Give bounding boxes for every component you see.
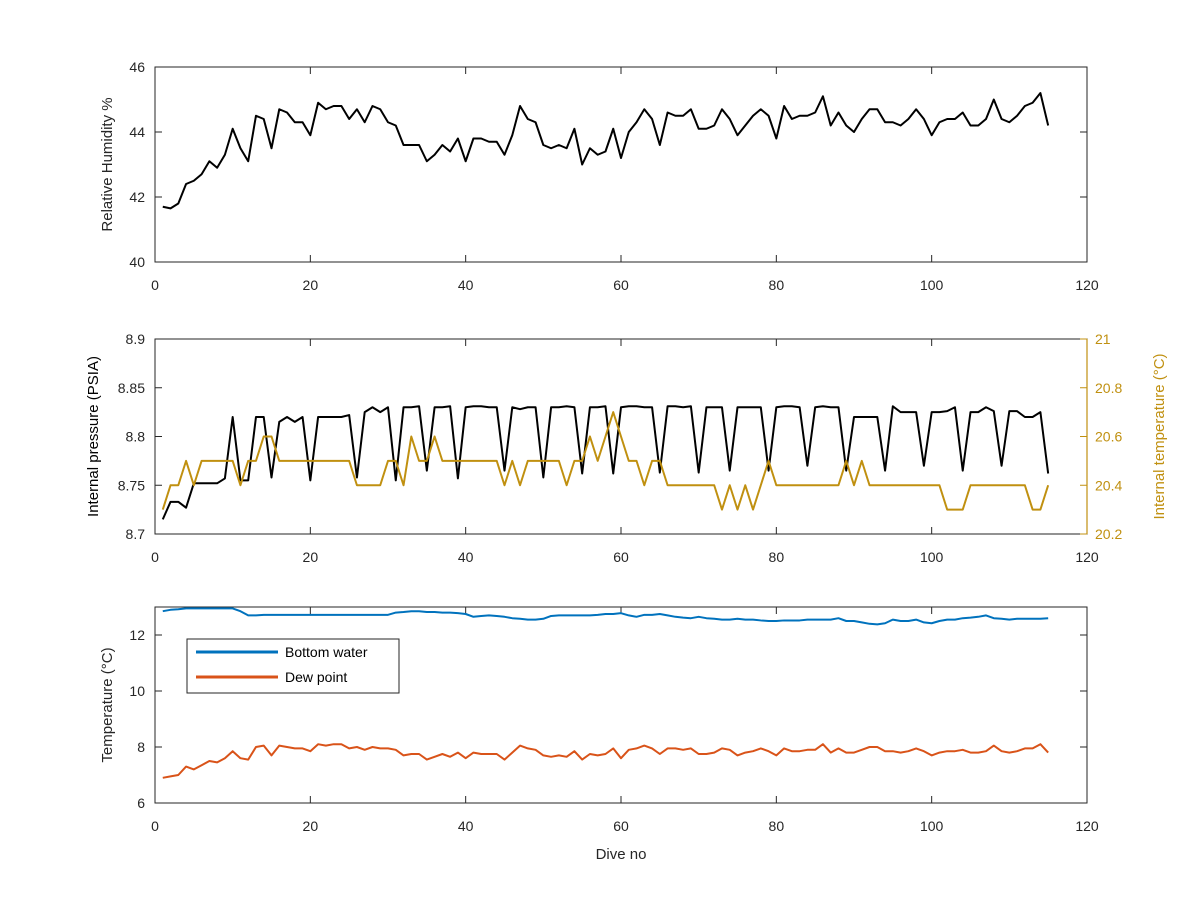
pressure-x-tick-label: 20	[303, 549, 319, 565]
pressure-x-tick-label: 60	[613, 549, 629, 565]
pressure-panel: Internal pressure (PSIA) Internal temper…	[85, 331, 1168, 565]
pressure-y-tick-label: 8.9	[126, 331, 146, 347]
legend-label-bottom-water: Bottom water	[285, 644, 368, 660]
temperature-plot-area	[154, 606, 1088, 804]
temperature-x-tick-label: 20	[303, 818, 319, 834]
temperature-y-tick-label: 8	[137, 739, 145, 755]
temperature-y-axis-label: Temperature (°C)	[99, 647, 116, 762]
temperature-x-tick-label: 60	[613, 818, 629, 834]
pressure-y2-tick-label: 21	[1095, 331, 1111, 347]
bottom-water-line	[162, 607, 1049, 626]
temperature-x-tick-label: 40	[458, 818, 474, 834]
pressure-x-tick-label: 80	[769, 549, 785, 565]
humidity-x-tick-label: 40	[458, 277, 474, 293]
pressure-y-tick-label: 8.8	[126, 429, 146, 445]
temperature-x-tick-label: 100	[920, 818, 944, 834]
humidity-x-tick-label: 100	[920, 277, 944, 293]
temperature-y-tick-label: 10	[129, 683, 145, 699]
pressure-y-tick-label: 8.85	[118, 380, 145, 396]
humidity-y-axis-label: Relative Humidity %	[99, 97, 116, 231]
pressure-x-tick-label: 0	[151, 549, 159, 565]
pressure-x-tick-label: 40	[458, 549, 474, 565]
pressure-y2-tick-label: 20.6	[1095, 429, 1122, 445]
temperature-x-tick-label: 0	[151, 818, 159, 834]
humidity-panel: Relative Humidity % 0 20 40 60 80 100 120 40 42 4…	[99, 59, 1099, 293]
humidity-plot-area	[154, 66, 1088, 263]
temperature-x-tick-label: 80	[769, 818, 785, 834]
humidity-x-tick-label: 0	[151, 277, 159, 293]
humidity-x-tick-label: 80	[769, 277, 785, 293]
pressure-y2-tick-label: 20.2	[1095, 526, 1122, 542]
humidity-x-tick-label: 120	[1075, 277, 1099, 293]
dew-point-line	[162, 743, 1049, 779]
temperature-y-tick-label: 6	[137, 795, 145, 811]
humidity-series-0-line	[162, 92, 1050, 210]
legend-label-dew-point: Dew point	[285, 669, 347, 685]
temperature-panel: Temperature (°C) Dive no 0 20 40 60 80 100 120…	[99, 606, 1099, 863]
temperature-legend: Bottom water Dew point	[186, 638, 400, 694]
pressure-series-1-line	[161, 411, 1050, 511]
pressure-y-tick-label: 8.7	[126, 526, 146, 542]
humidity-y-tick-label: 46	[129, 59, 145, 75]
pressure-x-tick-label: 100	[920, 549, 944, 565]
pressure-series-0-line	[161, 405, 1050, 520]
temperature-x-axis-label: Dive no	[596, 846, 647, 863]
pressure-y2-tick-label: 20.4	[1095, 477, 1122, 493]
temperature-x-tick-label: 120	[1075, 818, 1099, 834]
internal-temperature-y-axis-label: Internal temperature (°C)	[1151, 353, 1168, 519]
pressure-y2-tick-label: 20.8	[1095, 380, 1122, 396]
humidity-x-tick-label: 60	[613, 277, 629, 293]
humidity-y-tick-label: 40	[129, 254, 145, 270]
pressure-y-tick-label: 8.75	[118, 477, 145, 493]
pressure-x-tick-label: 120	[1075, 549, 1099, 565]
humidity-x-tick-label: 20	[303, 277, 319, 293]
temperature-y-tick-label: 12	[129, 627, 145, 643]
legend-box	[186, 638, 400, 694]
pressure-y-axis-label: Internal pressure (PSIA)	[85, 356, 102, 517]
humidity-y-tick-label: 42	[129, 189, 145, 205]
humidity-y-tick-label: 44	[129, 124, 145, 140]
